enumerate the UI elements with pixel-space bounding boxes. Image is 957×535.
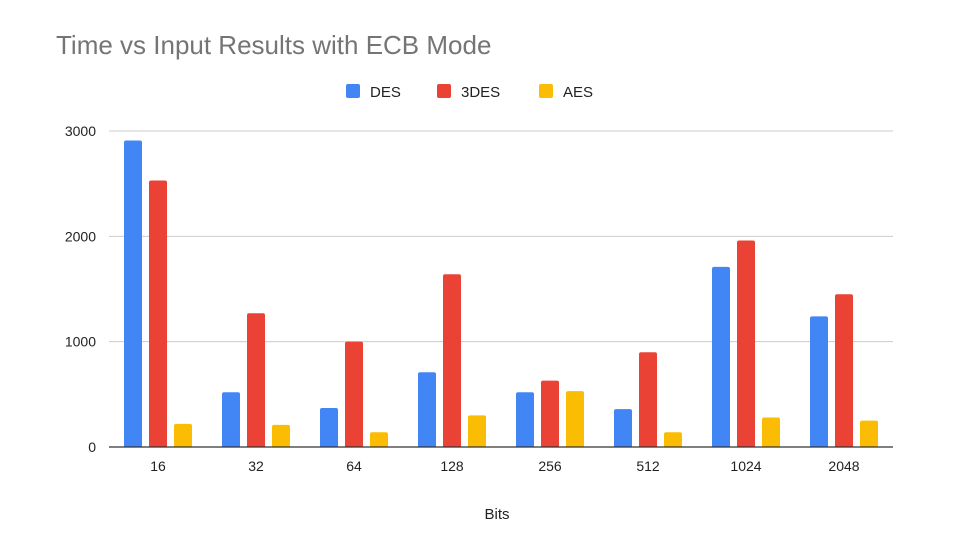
bar-3des-1024 — [737, 240, 755, 447]
bar-3des-64 — [345, 341, 363, 447]
bar-aes-256 — [566, 391, 584, 447]
bar-des-16 — [124, 140, 142, 448]
x-axis-title: Bits — [484, 506, 509, 523]
legend-label-des: DES — [370, 84, 401, 101]
bar-3des-16 — [149, 180, 167, 448]
x-tick-label: 1024 — [730, 458, 761, 474]
bar-3des-512 — [639, 352, 657, 447]
bar-3des-2048 — [835, 294, 853, 447]
x-tick-label: 256 — [538, 458, 562, 474]
legend-swatch-3des — [437, 84, 451, 98]
legend-swatch-aes — [539, 84, 553, 98]
bar-aes-512 — [664, 432, 682, 447]
legend: DES 3DES AES — [346, 84, 593, 101]
x-axis: 16 32 64 128 256 512 1024 2048 — [109, 446, 893, 474]
legend-swatch-des — [346, 84, 360, 98]
bar-des-256 — [516, 392, 534, 447]
y-tick-label: 2000 — [65, 228, 96, 244]
bar-des-512 — [614, 409, 632, 447]
x-tick-label: 16 — [150, 458, 166, 474]
bar-aes-1024 — [762, 417, 780, 447]
bar-aes-128 — [468, 415, 486, 447]
chart-title: Time vs Input Results with ECB Mode — [56, 30, 491, 60]
x-tick-label: 32 — [248, 458, 264, 474]
bar-aes-2048 — [860, 420, 878, 447]
x-tick-label: 128 — [440, 458, 464, 474]
y-axis: 0 1000 2000 3000 — [65, 123, 96, 455]
legend-label-aes: AES — [563, 84, 593, 101]
bar-3des-32 — [247, 313, 265, 447]
x-tick-label: 2048 — [828, 458, 859, 474]
y-tick-label: 0 — [88, 439, 96, 455]
y-tick-label: 1000 — [65, 334, 96, 350]
bar-des-128 — [418, 372, 436, 447]
legend-label-3des: 3DES — [461, 84, 500, 101]
plot-area — [124, 140, 878, 448]
bar-aes-16 — [174, 423, 192, 447]
bar-3des-256 — [541, 380, 559, 447]
bar-des-1024 — [712, 266, 730, 447]
bar-des-32 — [222, 392, 240, 447]
y-tick-label: 3000 — [65, 123, 96, 139]
bar-3des-128 — [443, 274, 461, 447]
x-tick-label: 512 — [636, 458, 660, 474]
bar-aes-32 — [272, 424, 290, 447]
bar-des-64 — [320, 408, 338, 447]
x-tick-label: 64 — [346, 458, 362, 474]
gridlines — [109, 130, 893, 343]
bar-aes-64 — [370, 432, 388, 447]
bar-des-2048 — [810, 316, 828, 447]
